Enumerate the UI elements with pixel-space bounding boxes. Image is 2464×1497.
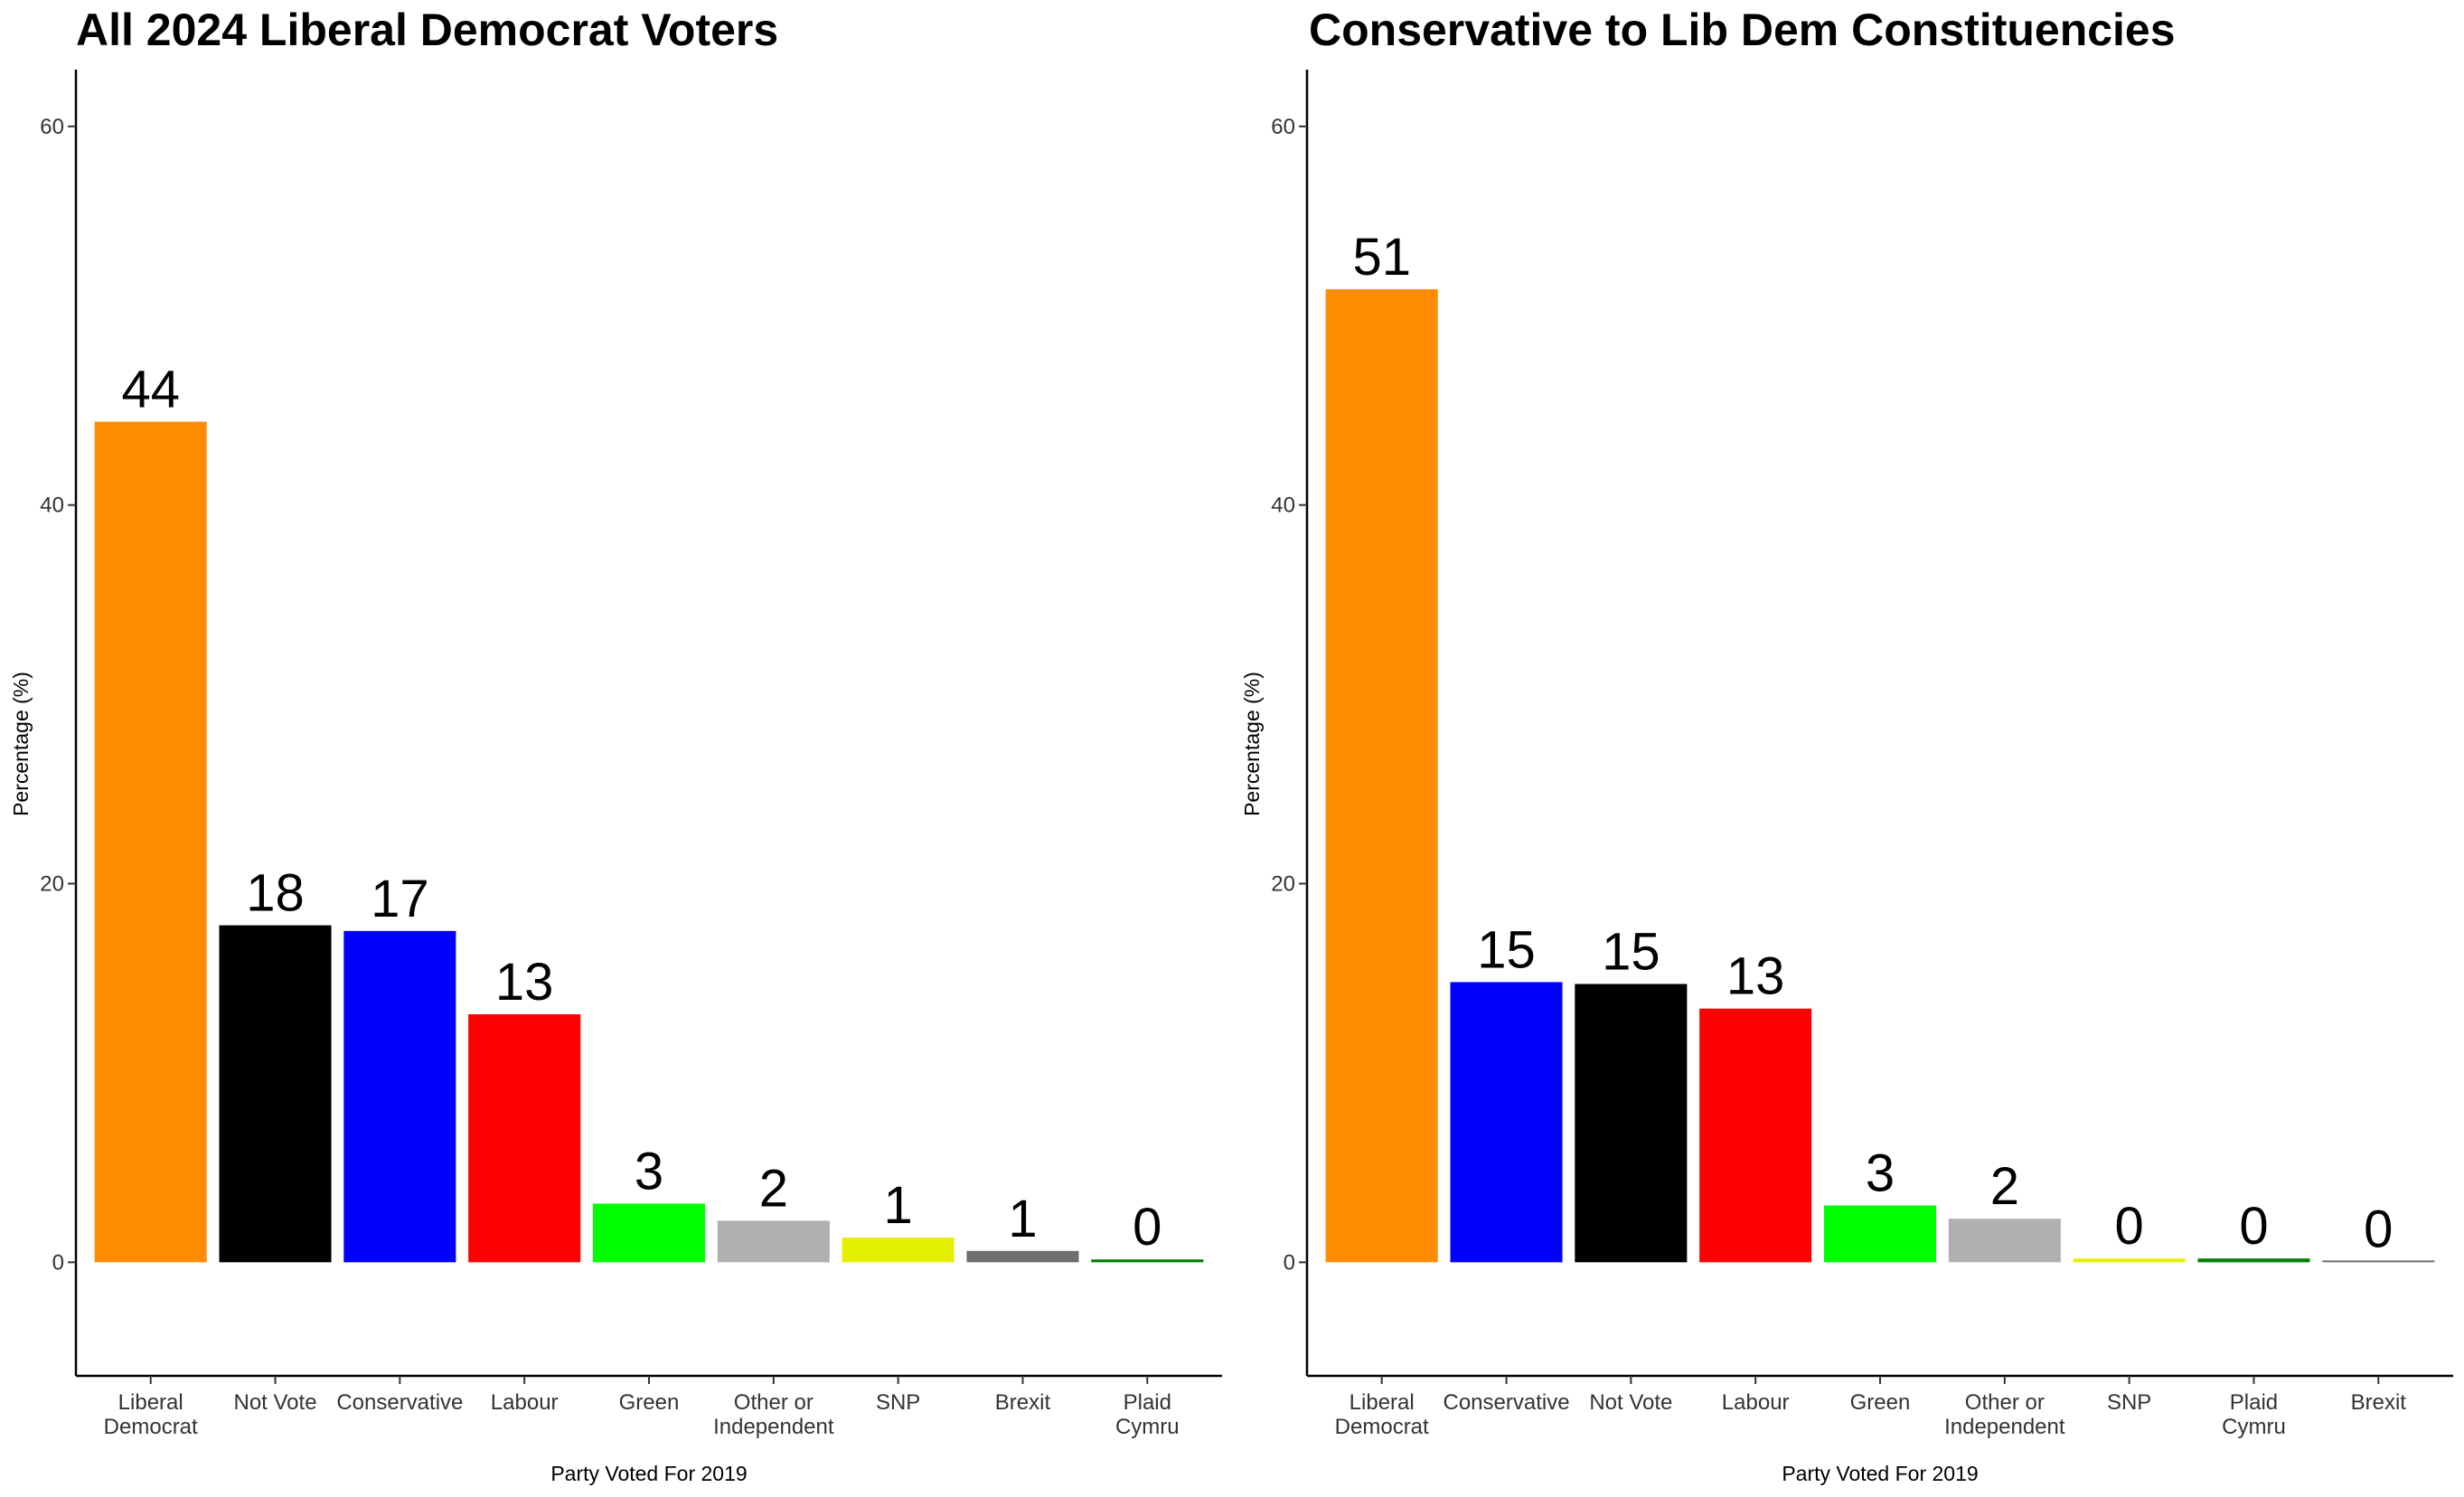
data-label: 15 bbox=[1477, 920, 1536, 979]
y-axis-title: Percentage (%) bbox=[1240, 672, 1264, 816]
x-tick-label: Labour bbox=[1722, 1390, 1790, 1415]
x-tick-label: Green bbox=[619, 1390, 680, 1415]
data-label: 51 bbox=[1352, 228, 1411, 287]
x-axis-title: Party Voted For 2019 bbox=[1782, 1462, 1978, 1485]
data-label: 17 bbox=[371, 870, 429, 928]
data-label: 0 bbox=[2364, 1200, 2393, 1258]
x-tick-label: Labour bbox=[491, 1390, 559, 1415]
y-axis-title: Percentage (%) bbox=[9, 672, 33, 816]
chart-panel-con-to-lib-dem-constituencies: Conservative to Lib Dem Constituencies P… bbox=[1240, 5, 2453, 1485]
chart-panel-all-lib-dem-voters: All 2024 Liberal Democrat Voters Percent… bbox=[9, 5, 1222, 1485]
y-tick-label: 0 bbox=[1284, 1250, 1295, 1275]
x-tick-label: Plaid Cymru bbox=[1115, 1390, 1180, 1439]
x-tick-label: Green bbox=[1850, 1390, 1911, 1415]
y-tick-label: 0 bbox=[52, 1250, 64, 1275]
bar bbox=[1823, 1205, 1937, 1263]
x-tick-label: Brexit bbox=[2351, 1390, 2407, 1415]
bar bbox=[94, 421, 207, 1263]
x-tick-label: Other or Independent bbox=[1944, 1390, 2065, 1439]
x-axis-title: Party Voted For 2019 bbox=[550, 1462, 747, 1485]
bar bbox=[717, 1220, 830, 1263]
x-tick-label: Brexit bbox=[995, 1390, 1051, 1415]
y-tick-label: 20 bbox=[1271, 872, 1295, 897]
bar bbox=[966, 1250, 1079, 1263]
bar bbox=[2322, 1260, 2435, 1263]
bar bbox=[1091, 1259, 1204, 1263]
data-label: 2 bbox=[1990, 1157, 2019, 1216]
data-label: 44 bbox=[121, 361, 180, 419]
data-label: 1 bbox=[1008, 1190, 1037, 1248]
data-label: 2 bbox=[759, 1159, 788, 1218]
bar bbox=[1450, 982, 1563, 1263]
y-tick-label: 60 bbox=[40, 115, 64, 139]
data-label: 0 bbox=[2115, 1197, 2144, 1256]
bar bbox=[1948, 1219, 2061, 1263]
y-tick-label: 60 bbox=[1271, 115, 1295, 139]
bar bbox=[592, 1203, 706, 1263]
bar bbox=[219, 925, 332, 1263]
bar bbox=[2197, 1258, 2310, 1263]
x-tick-label: SNP bbox=[876, 1390, 920, 1415]
x-tick-label: Not Vote bbox=[1589, 1390, 1672, 1415]
chart-title: All 2024 Liberal Democrat Voters bbox=[76, 5, 778, 55]
bar bbox=[343, 930, 456, 1263]
bar bbox=[1575, 984, 1688, 1263]
x-tick-label: Other or Independent bbox=[713, 1390, 834, 1439]
bar bbox=[1699, 1008, 1812, 1263]
data-label: 3 bbox=[1866, 1144, 1895, 1203]
data-label: 18 bbox=[246, 864, 305, 923]
x-tick-label: Liberal Democrat bbox=[104, 1390, 198, 1439]
data-label: 3 bbox=[635, 1142, 663, 1200]
bar bbox=[2073, 1258, 2186, 1263]
data-label: 0 bbox=[1133, 1198, 1161, 1257]
x-tick-label: Liberal Democrat bbox=[1335, 1390, 1429, 1439]
x-tick-label: SNP bbox=[2107, 1390, 2151, 1415]
y-tick-label: 20 bbox=[40, 872, 64, 897]
x-tick-label: Not Vote bbox=[233, 1390, 316, 1415]
bar bbox=[842, 1238, 955, 1263]
data-label: 15 bbox=[1602, 923, 1660, 982]
bar bbox=[1325, 288, 1438, 1263]
y-tick-label: 40 bbox=[1271, 494, 1295, 518]
x-tick-label: Conservative bbox=[1443, 1390, 1569, 1415]
bar bbox=[468, 1014, 581, 1263]
x-tick-label: Plaid Cymru bbox=[2222, 1390, 2286, 1439]
data-label: 0 bbox=[2239, 1197, 2268, 1256]
x-tick-label: Conservative bbox=[336, 1390, 463, 1415]
chart-title: Conservative to Lib Dem Constituencies bbox=[1309, 5, 2176, 55]
y-tick-label: 40 bbox=[40, 494, 64, 518]
data-label: 13 bbox=[1726, 947, 1785, 1006]
data-label: 13 bbox=[495, 953, 554, 1012]
data-label: 1 bbox=[884, 1176, 913, 1235]
